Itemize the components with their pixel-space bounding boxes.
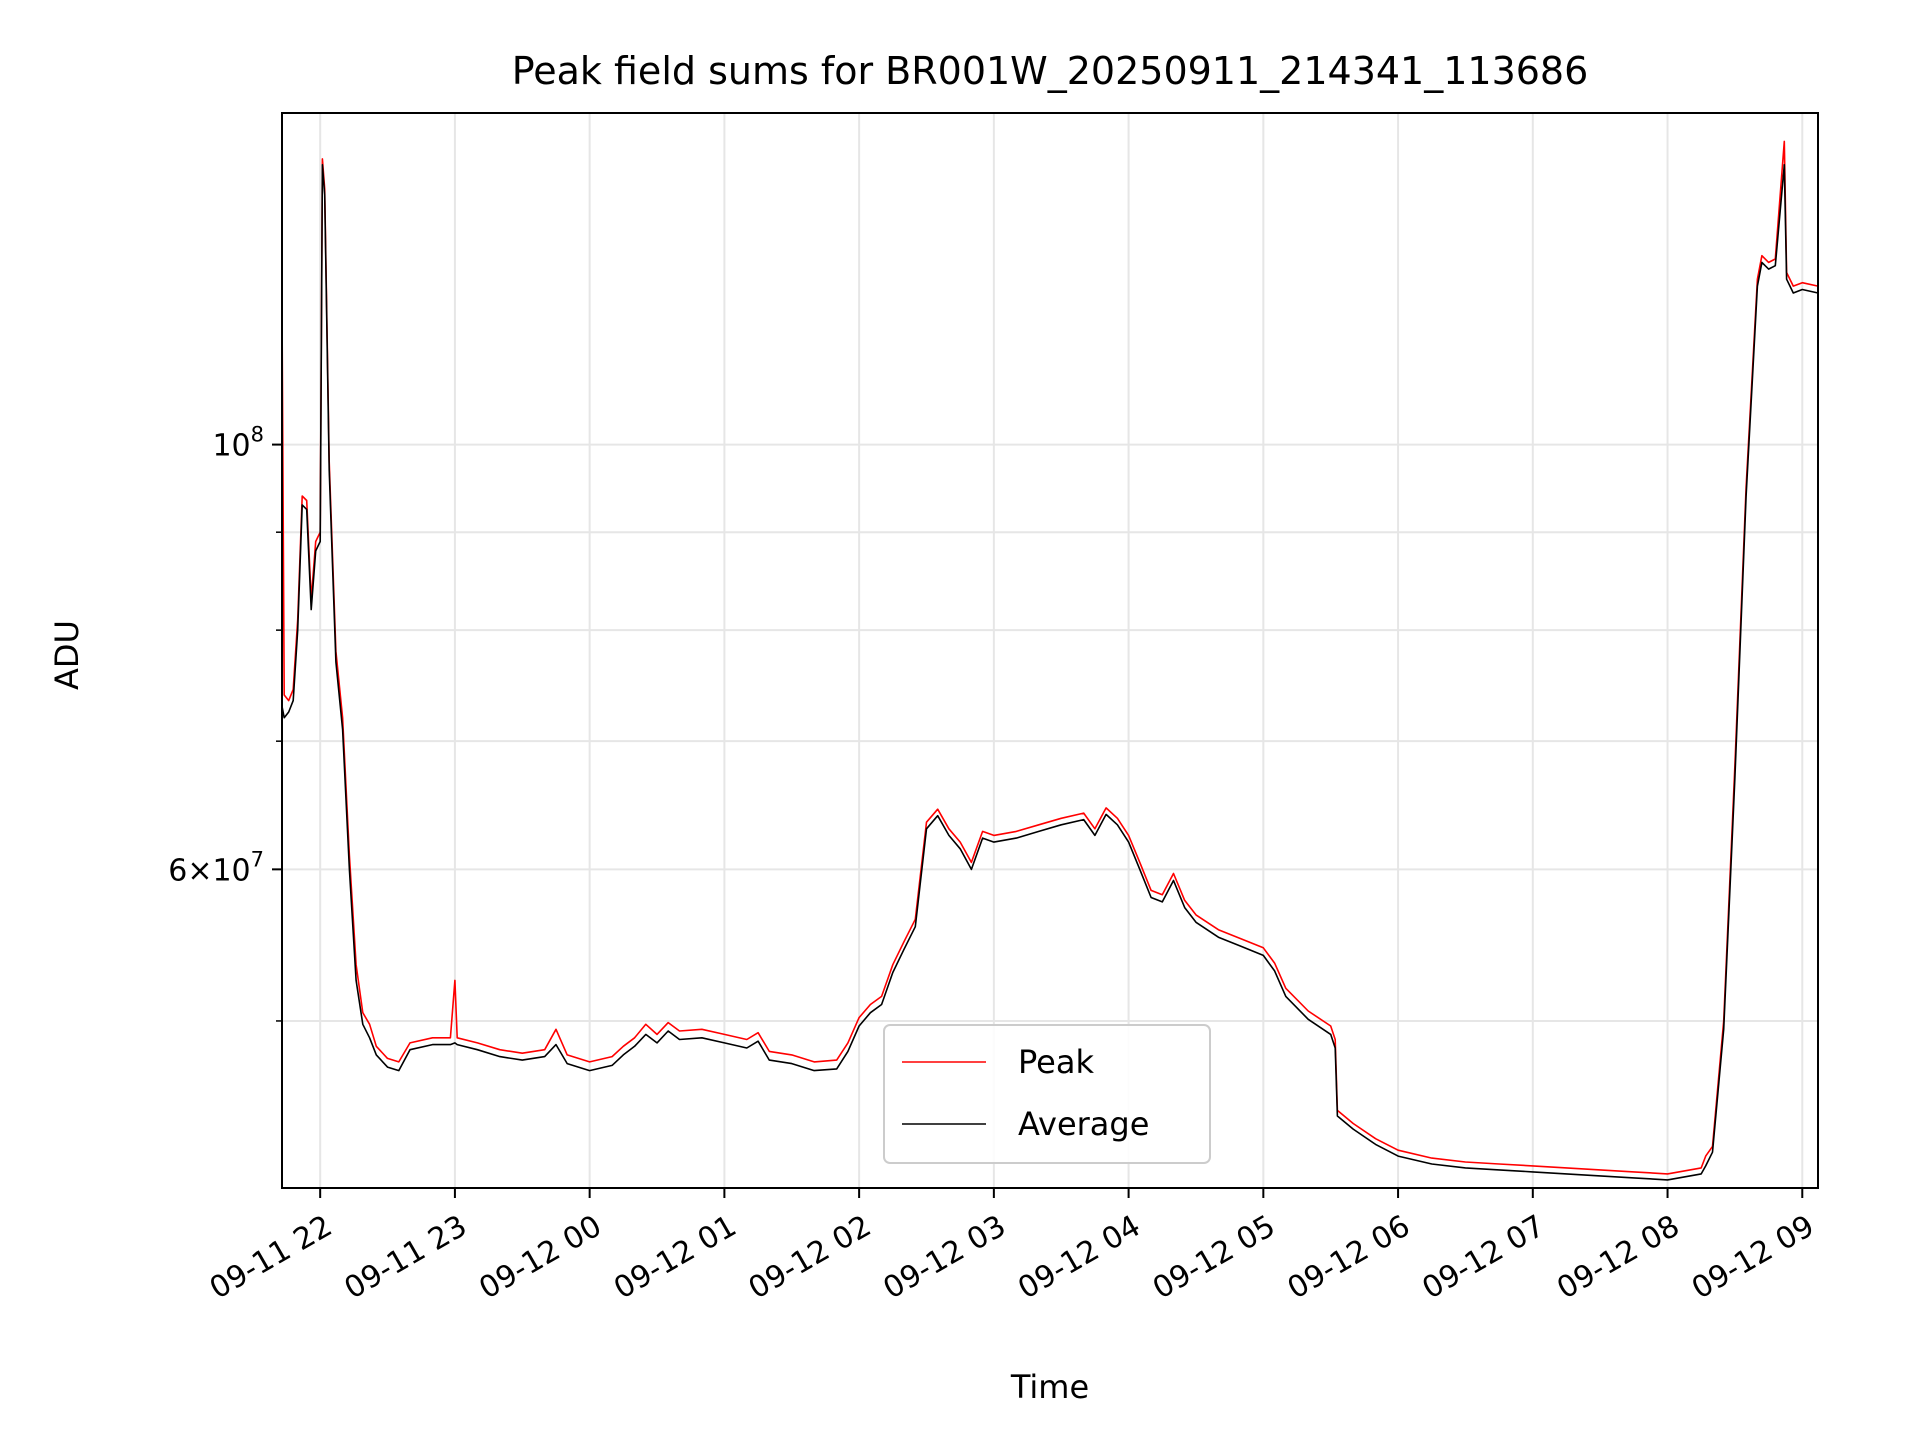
y-axis-label: ADU bbox=[48, 620, 86, 690]
legend: Peak Average bbox=[883, 1024, 1211, 1164]
chart-title: Peak field sums for BR001W_20250911_2143… bbox=[512, 49, 1589, 93]
legend-box bbox=[883, 1024, 1211, 1164]
y-tick-mantissa: 6 bbox=[168, 853, 187, 888]
y-tick-exponent: 8 bbox=[251, 423, 264, 447]
y-tick-label: 108 bbox=[212, 423, 264, 464]
legend-label-average: Average bbox=[1018, 1105, 1149, 1143]
grid-layer bbox=[282, 113, 1818, 1188]
x-axis-label: Time bbox=[1010, 1368, 1089, 1406]
y-tick-exponent: 7 bbox=[251, 847, 264, 871]
series-line-average bbox=[281, 164, 1819, 1181]
plot-frame bbox=[281, 112, 1819, 1189]
legend-label-peak: Peak bbox=[1018, 1043, 1094, 1081]
y-tick-base: 10 bbox=[212, 429, 250, 464]
series-layer bbox=[281, 140, 1819, 1181]
y-tick-times: ×10 bbox=[187, 853, 250, 888]
y-tick-label: 6×107 bbox=[168, 847, 264, 888]
